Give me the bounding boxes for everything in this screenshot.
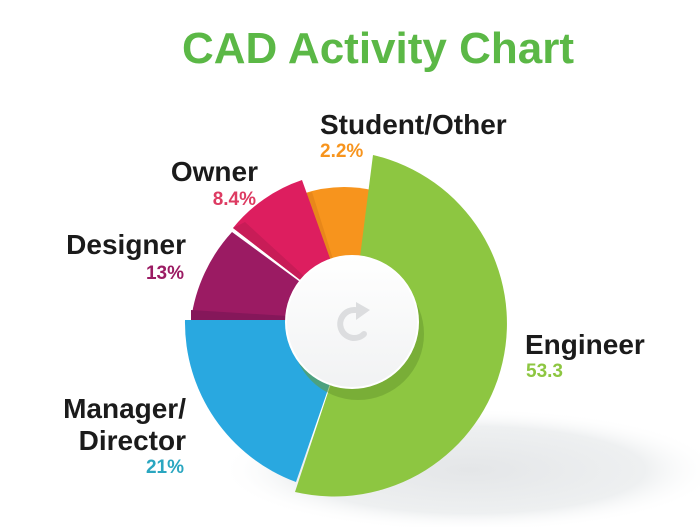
- label-owner: Owner: [170, 156, 258, 187]
- center-hub[interactable]: [285, 255, 419, 389]
- label-manager-line1: Manager/: [63, 393, 186, 424]
- value-student: 2.2%: [320, 141, 364, 162]
- value-owner: 8.4%: [212, 189, 256, 210]
- value-designer: 13%: [145, 263, 184, 284]
- chart-title: CAD Activity Chart: [182, 24, 574, 73]
- refresh-icon[interactable]: [337, 307, 367, 341]
- refresh-icon-arrow: [356, 302, 370, 320]
- label-manager-line2: Director: [78, 425, 186, 456]
- label-designer: Designer: [66, 229, 186, 260]
- value-engineer: 53.3: [526, 361, 563, 382]
- value-manager: 21%: [145, 457, 184, 478]
- label-student: Student/Other: [320, 109, 507, 140]
- label-engineer: Engineer: [525, 329, 645, 360]
